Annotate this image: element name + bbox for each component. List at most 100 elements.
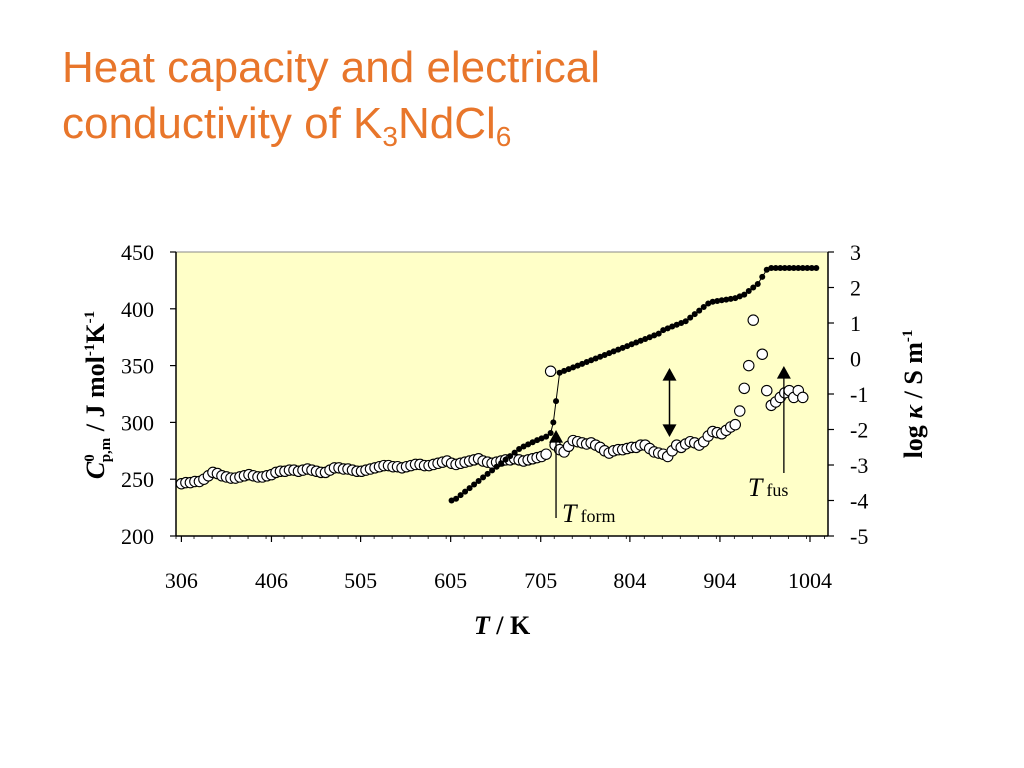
conductivity-point xyxy=(718,297,725,304)
x-tick-label: 1004 xyxy=(788,568,832,593)
conductivity-point xyxy=(651,332,658,339)
conductivity-point xyxy=(714,297,721,304)
x-tick-label: 705 xyxy=(524,568,557,593)
conductivity-point xyxy=(741,291,748,298)
annotation-arrow-head xyxy=(549,430,564,443)
title-line-1: Heat capacity and electrical xyxy=(62,43,601,92)
conductivity-point xyxy=(484,470,491,477)
conductivity-point xyxy=(736,293,743,300)
conductivity-point xyxy=(813,264,820,271)
heat-capacity-point xyxy=(733,405,746,417)
conductivity-point xyxy=(768,264,775,271)
y-right-tick-label: -2 xyxy=(850,418,868,443)
conductivity-point xyxy=(763,266,770,273)
conductivity-point xyxy=(799,264,806,271)
conductivity-point xyxy=(790,264,797,271)
conductivity-point xyxy=(516,446,523,453)
y-left-tick-label: 350 xyxy=(121,354,154,379)
conductivity-point xyxy=(696,307,703,314)
conductivity-point xyxy=(475,477,482,484)
heat-capacity-point xyxy=(761,384,773,397)
conductivity-point xyxy=(624,343,631,350)
conductivity-point xyxy=(525,441,532,448)
y-left-title-sup1: -1 xyxy=(82,344,98,357)
x-tick-label: 306 xyxy=(165,568,198,593)
y-left-title-sup2: -1 xyxy=(82,311,98,324)
heat-capacity-point xyxy=(540,448,552,460)
x-tick-label: 505 xyxy=(344,568,377,593)
conductivity-point xyxy=(610,348,617,355)
conductivity-point xyxy=(453,495,460,502)
conductivity-point xyxy=(498,460,505,467)
conductivity-point xyxy=(547,430,554,437)
conductivity-point xyxy=(786,264,793,271)
y-right-axis-title: log κ / S m-1 xyxy=(899,330,928,459)
conductivity-point xyxy=(565,366,572,373)
conductivity-point xyxy=(642,335,649,342)
conductivity-point xyxy=(550,419,557,426)
y-left-tick-label: 450 xyxy=(121,240,154,265)
conductivity-point xyxy=(664,325,671,332)
conductivity-point xyxy=(808,264,815,271)
heat-capacity-point xyxy=(544,365,557,378)
conductivity-point xyxy=(601,351,608,358)
y-left-tick-label: 200 xyxy=(121,524,154,549)
conductivity-point xyxy=(700,304,707,311)
title-subscript-6: 6 xyxy=(495,121,512,152)
conductivity-point xyxy=(781,264,788,271)
conductivity-point xyxy=(574,362,581,369)
annotation-label-sub: fus xyxy=(766,480,788,500)
conductivity-point xyxy=(777,264,784,271)
x-axis-title-unit: / K xyxy=(490,611,531,640)
conductivity-point xyxy=(691,311,698,318)
conductivity-point xyxy=(723,296,730,303)
conductivity-point xyxy=(804,264,811,271)
conductivity-point xyxy=(655,330,662,337)
conductivity-point xyxy=(673,321,680,328)
y-left-tick-label: 400 xyxy=(121,297,154,322)
conductivity-point xyxy=(570,364,577,371)
conductivity-point xyxy=(745,288,752,295)
y-right-tick-label: -5 xyxy=(850,524,868,549)
conductivity-point xyxy=(561,367,568,374)
conductivity-point xyxy=(529,439,536,446)
y-right-tick-label: 2 xyxy=(850,276,861,301)
conductivity-point xyxy=(457,492,464,499)
heat-capacity-point xyxy=(756,348,769,360)
y-left-title-unit-b: K xyxy=(81,323,110,344)
annotation-label-T: T xyxy=(562,499,578,528)
conductivity-point xyxy=(754,280,761,287)
y-left-title-unit-a: / J mol xyxy=(81,356,110,438)
conductivity-point xyxy=(553,398,560,405)
heat-capacity-point xyxy=(729,418,741,431)
x-axis-title-T: T xyxy=(474,611,491,640)
conductivity-point xyxy=(466,485,473,492)
conductivity-point xyxy=(678,320,685,326)
conductivity-point xyxy=(682,318,689,325)
y-right-tick-label: -4 xyxy=(850,489,868,514)
x-tick-label: 406 xyxy=(255,568,288,593)
heat-capacity-point xyxy=(743,359,755,372)
conductivity-point xyxy=(480,474,487,481)
conductivity-point xyxy=(795,264,802,271)
conductivity-point xyxy=(502,456,509,463)
conductivity-point xyxy=(709,298,716,305)
conductivity-point xyxy=(592,355,599,362)
x-axis-title: T / K xyxy=(474,611,531,640)
conductivity-point xyxy=(493,463,500,470)
conductivity-point xyxy=(588,357,595,364)
conductivity-point xyxy=(732,295,739,302)
conductivity-point xyxy=(597,353,604,360)
conductivity-point xyxy=(660,327,667,334)
y-left-tick-label: 250 xyxy=(121,467,154,492)
y-right-tick-label: 3 xyxy=(850,240,861,265)
conductivity-point xyxy=(772,264,779,271)
double-arrow-head-down xyxy=(662,424,677,437)
conductivity-point xyxy=(538,435,545,442)
y-left-title-C: C xyxy=(81,461,110,479)
title-subscript-3: 3 xyxy=(382,121,398,152)
conductivity-point xyxy=(633,339,640,346)
title-formula-ndcl: NdCl xyxy=(397,99,496,148)
